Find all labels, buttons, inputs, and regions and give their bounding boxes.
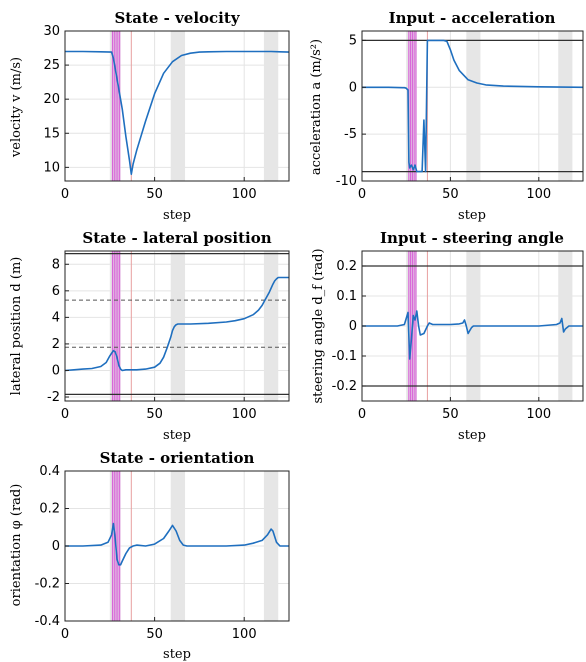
y-tick-label: 0 bbox=[349, 319, 357, 334]
x-tick-label: 0 bbox=[61, 187, 69, 202]
shaded-region bbox=[263, 471, 279, 621]
series-line bbox=[362, 310, 583, 360]
y-tick-label: -10 bbox=[336, 174, 357, 189]
shaded-region bbox=[170, 471, 186, 621]
y-tick-label: -0.2 bbox=[332, 379, 357, 394]
x-axis-label: step bbox=[458, 428, 486, 443]
y-tick-label: 0 bbox=[52, 539, 60, 554]
panel-title: State - velocity bbox=[114, 9, 240, 27]
x-tick-label: 50 bbox=[442, 187, 459, 202]
plot-area bbox=[361, 250, 584, 402]
y-tick-label: 30 bbox=[43, 24, 60, 39]
plot-area bbox=[64, 30, 290, 182]
x-tick-label: 100 bbox=[232, 627, 257, 642]
y-tick-label: -0.2 bbox=[35, 577, 60, 592]
x-tick-label: 100 bbox=[232, 407, 257, 422]
y-tick-label: -0.4 bbox=[35, 614, 60, 629]
x-axis-label: step bbox=[163, 647, 191, 662]
shaded-region bbox=[263, 251, 279, 401]
y-tick-label: -2 bbox=[47, 390, 60, 405]
y-tick-label: 0 bbox=[52, 363, 60, 378]
panel-title: State - lateral position bbox=[82, 229, 271, 247]
plot-area bbox=[64, 250, 290, 402]
y-axis-label: lateral position d (m) bbox=[9, 257, 24, 396]
panel-title: State - orientation bbox=[100, 449, 255, 467]
panel-lateral-position: State - lateral position step lateral po… bbox=[9, 229, 290, 443]
y-tick-label: 10 bbox=[43, 160, 60, 175]
x-axis-label: step bbox=[163, 208, 191, 223]
x-axis-label: step bbox=[163, 428, 191, 443]
x-tick-label: 50 bbox=[442, 407, 459, 422]
panel-title: Input - acceleration bbox=[389, 9, 556, 27]
y-tick-label: 15 bbox=[43, 126, 60, 141]
series-line bbox=[65, 50, 290, 175]
y-tick-label: 20 bbox=[43, 92, 60, 107]
y-tick-label: 0.1 bbox=[336, 289, 357, 304]
x-tick-label: 0 bbox=[358, 187, 366, 202]
y-tick-label: -5 bbox=[344, 127, 357, 142]
shaded-region bbox=[109, 31, 121, 181]
series-line bbox=[64, 276, 289, 372]
x-tick-label: 0 bbox=[61, 407, 69, 422]
y-tick-label: 4 bbox=[52, 310, 60, 325]
x-tick-label: 100 bbox=[526, 187, 551, 202]
panel-steering-angle: Input - steering angle step steering ang… bbox=[311, 229, 584, 443]
panel-orientation: State - orientation step orientation φ (… bbox=[9, 449, 290, 662]
shaded-region bbox=[466, 31, 481, 181]
x-tick-label: 0 bbox=[358, 407, 366, 422]
shaded-region bbox=[406, 251, 417, 401]
y-tick-label: 2 bbox=[52, 337, 60, 352]
y-tick-label: 0 bbox=[349, 80, 357, 95]
panel-title: Input - steering angle bbox=[380, 229, 564, 247]
y-axis-label: steering angle d_f (rad) bbox=[311, 248, 326, 403]
y-tick-label: 6 bbox=[52, 284, 60, 299]
shaded-region bbox=[263, 31, 279, 181]
x-tick-label: 50 bbox=[146, 187, 163, 202]
y-tick-label: 0.4 bbox=[39, 464, 60, 479]
y-tick-label: -0.1 bbox=[332, 349, 357, 364]
series-line bbox=[362, 39, 584, 173]
shaded-region bbox=[170, 251, 186, 401]
y-tick-label: 0.2 bbox=[336, 259, 357, 274]
x-tick-label: 100 bbox=[526, 407, 551, 422]
y-tick-label: 8 bbox=[52, 257, 60, 272]
panel-acceleration: Input - acceleration step acceleration a… bbox=[309, 9, 584, 223]
y-tick-label: 5 bbox=[349, 33, 357, 48]
shaded-region bbox=[558, 31, 573, 181]
axes-frame bbox=[64, 250, 290, 402]
y-axis-label: velocity v (m/s) bbox=[9, 57, 24, 158]
plot-area bbox=[361, 30, 584, 182]
shaded-region bbox=[109, 251, 121, 401]
y-axis-label: acceleration a (m/s²) bbox=[309, 39, 324, 175]
x-axis-label: step bbox=[458, 208, 486, 223]
shaded-region bbox=[170, 31, 186, 181]
shaded-region bbox=[558, 251, 573, 401]
y-tick-label: 0.2 bbox=[39, 502, 60, 517]
axes-frame bbox=[64, 30, 290, 182]
axes-frame bbox=[361, 30, 584, 182]
panel-velocity: State - velocity step velocity v (m/s) 0… bbox=[9, 9, 290, 223]
y-tick-label: 25 bbox=[43, 58, 60, 73]
x-tick-label: 0 bbox=[61, 627, 69, 642]
y-axis-label: orientation φ (rad) bbox=[9, 484, 24, 607]
series-line bbox=[65, 522, 289, 566]
shaded-region bbox=[406, 31, 417, 181]
plot-area bbox=[64, 470, 290, 622]
x-tick-label: 50 bbox=[146, 407, 163, 422]
x-tick-label: 100 bbox=[232, 187, 257, 202]
x-tick-label: 50 bbox=[146, 627, 163, 642]
